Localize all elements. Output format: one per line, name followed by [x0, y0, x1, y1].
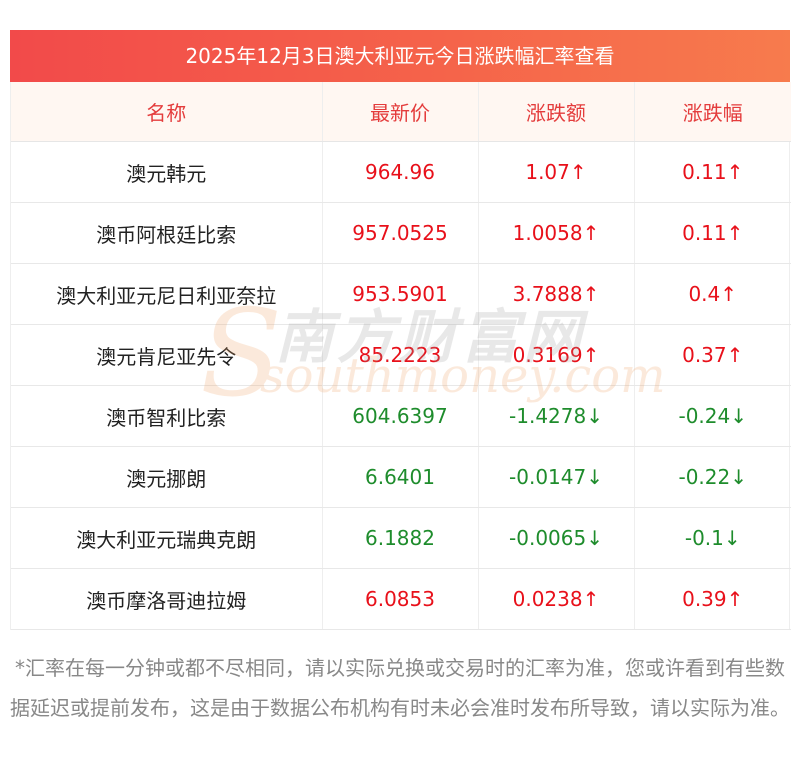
cell-price: 964.96	[322, 141, 479, 203]
header-price: 最新价	[322, 82, 479, 142]
cell-change-pct: 0.11↑	[634, 202, 791, 264]
cell-change: 0.0238↑	[478, 568, 635, 630]
table-row: 澳大利亚元尼日利亚奈拉 953.5901 3.7888↑ 0.4↑	[11, 263, 791, 325]
cell-name: 澳元肯尼亚先令	[11, 324, 323, 386]
cell-price: 6.1882	[322, 507, 479, 569]
table-row: 澳币智利比索 604.6397 -1.4278↓ -0.24↓	[11, 385, 791, 447]
cell-name: 澳币阿根廷比索	[11, 202, 323, 264]
table-row: 澳元挪朗 6.6401 -0.0147↓ -0.22↓	[11, 446, 791, 508]
table-title: 2025年12月3日澳大利亚元今日涨跌幅汇率查看	[10, 30, 790, 82]
table-container: 名称 最新价 涨跌额 涨跌幅 澳元韩元 964.96 1.07↑ 0.11↑ 澳…	[10, 82, 791, 630]
table-row: 澳币摩洛哥迪拉姆 6.0853 0.0238↑ 0.39↑	[11, 568, 791, 630]
cell-price: 6.0853	[322, 568, 479, 630]
cell-change-pct: -0.24↓	[634, 385, 791, 447]
table-row: 澳元肯尼亚先令 85.2223 0.3169↑ 0.37↑	[11, 324, 791, 386]
cell-name: 澳币摩洛哥迪拉姆	[11, 568, 323, 630]
cell-change-pct: -0.22↓	[634, 446, 791, 508]
cell-change-pct: 0.4↑	[634, 263, 791, 325]
cell-change-pct: -0.1↓	[634, 507, 791, 569]
header-row: 名称 最新价 涨跌额 涨跌幅	[11, 82, 791, 142]
header-change-pct: 涨跌幅	[634, 82, 791, 142]
header-name: 名称	[11, 82, 323, 142]
cell-name: 澳币智利比索	[11, 385, 323, 447]
table-row: 澳币阿根廷比索 957.0525 1.0058↑ 0.11↑	[11, 202, 791, 264]
rate-table: 名称 最新价 涨跌额 涨跌幅 澳元韩元 964.96 1.07↑ 0.11↑ 澳…	[11, 82, 791, 630]
cell-price: 604.6397	[322, 385, 479, 447]
cell-name: 澳元韩元	[11, 141, 323, 203]
cell-change: -0.0065↓	[478, 507, 635, 569]
cell-price: 6.6401	[322, 446, 479, 508]
cell-price: 957.0525	[322, 202, 479, 264]
header-change: 涨跌额	[478, 82, 635, 142]
cell-change: -0.0147↓	[478, 446, 635, 508]
cell-change-pct: 0.37↑	[634, 324, 791, 386]
cell-change: 0.3169↑	[478, 324, 635, 386]
table-row: 澳大利亚元瑞典克朗 6.1882 -0.0065↓ -0.1↓	[11, 507, 791, 569]
cell-price: 953.5901	[322, 263, 479, 325]
cell-price: 85.2223	[322, 324, 479, 386]
table-row: 澳元韩元 964.96 1.07↑ 0.11↑	[11, 141, 791, 203]
cell-name: 澳大利亚元瑞典克朗	[11, 507, 323, 569]
disclaimer-note: *汇率在每一分钟或都不尽相同，请以实际兑换或交易时的汇率为准，您或许看到有些数据…	[10, 656, 790, 720]
cell-change: 1.07↑	[478, 141, 635, 203]
cell-name: 澳大利亚元尼日利亚奈拉	[11, 263, 323, 325]
cell-change-pct: 0.11↑	[634, 141, 791, 203]
cell-change-pct: 0.39↑	[634, 568, 791, 630]
cell-change: 3.7888↑	[478, 263, 635, 325]
cell-change: -1.4278↓	[478, 385, 635, 447]
rate-table-card: 2025年12月3日澳大利亚元今日涨跌幅汇率查看 名称 最新价 涨跌额 涨跌幅 …	[10, 30, 791, 630]
cell-name: 澳元挪朗	[11, 446, 323, 508]
cell-change: 1.0058↑	[478, 202, 635, 264]
